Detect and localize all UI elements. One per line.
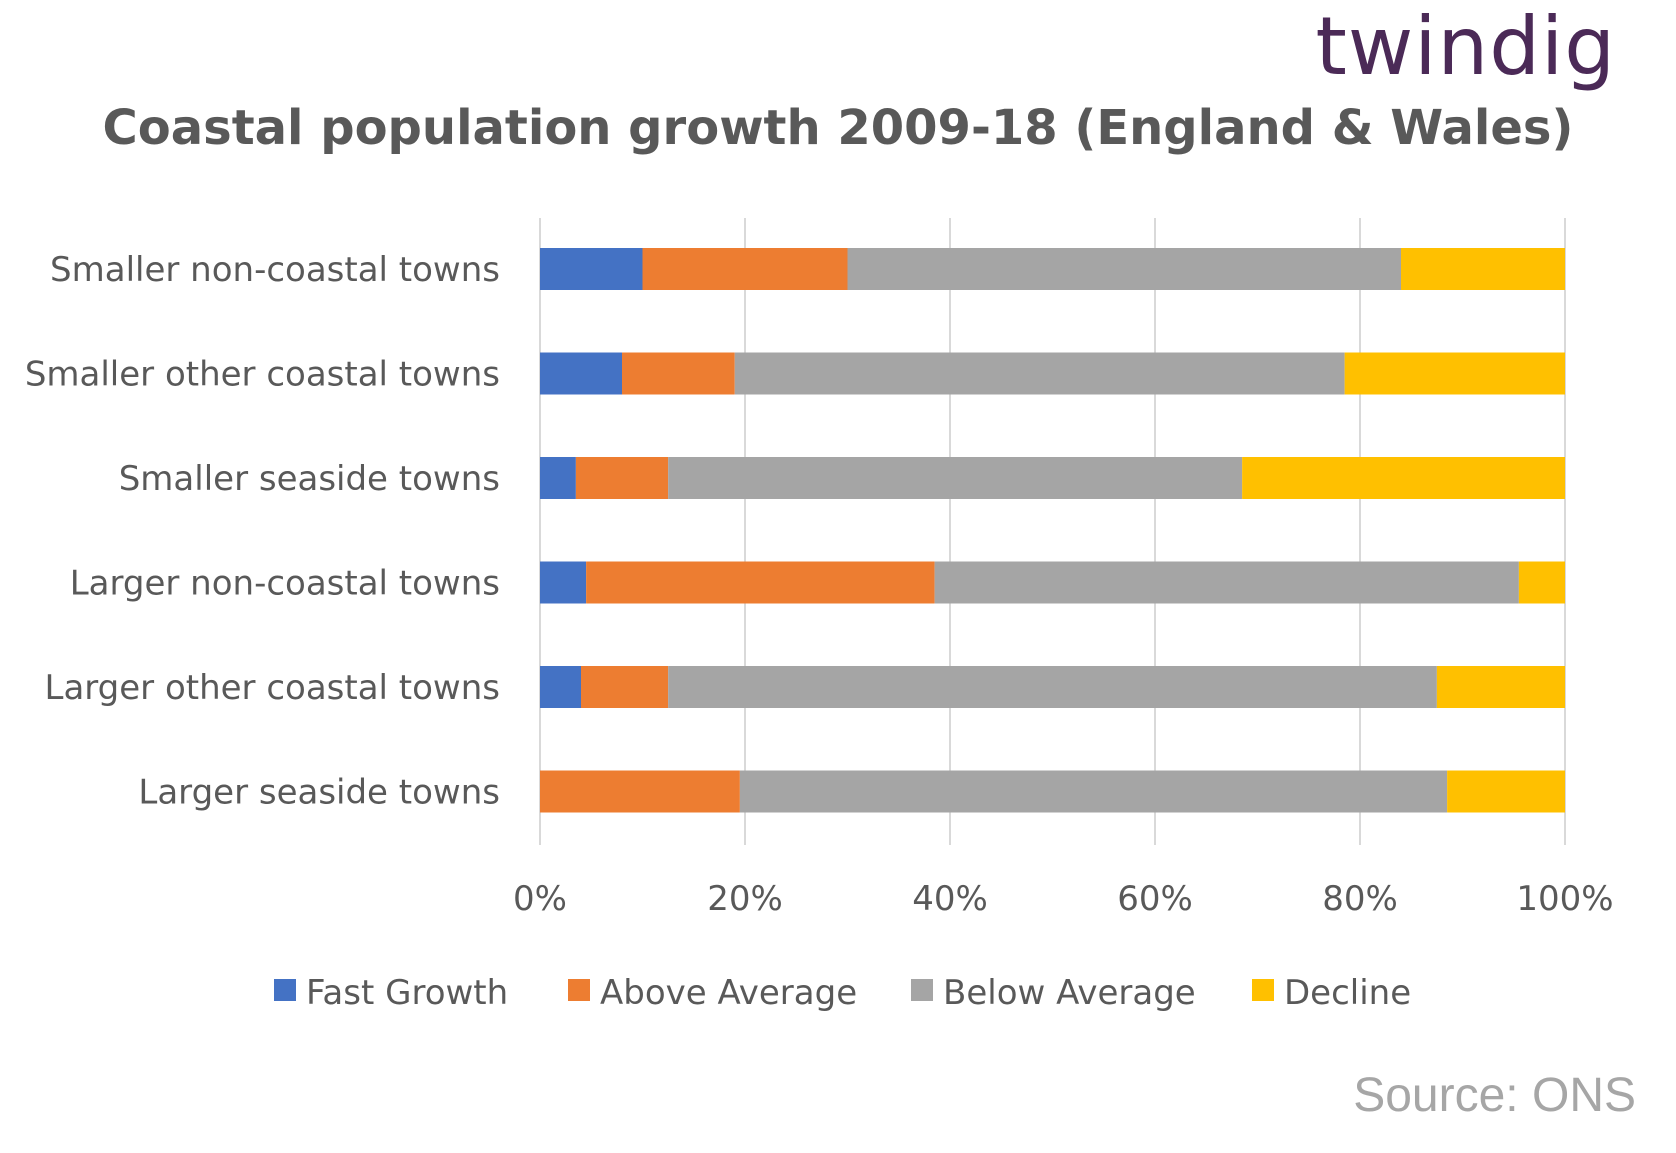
x-tick-label: 100% bbox=[1516, 879, 1613, 919]
chart-title: Coastal population growth 2009-18 (Engla… bbox=[102, 100, 1574, 156]
bar-segment-below-average bbox=[668, 666, 1437, 708]
bar-segment-above-average bbox=[642, 248, 848, 290]
category-label: Larger non-coastal towns bbox=[70, 564, 500, 604]
bar-segment-fast-growth bbox=[540, 457, 576, 499]
category-label: Smaller seaside towns bbox=[119, 459, 500, 499]
bar-segment-below-average bbox=[668, 457, 1243, 499]
bar-segment-below-average bbox=[734, 352, 1345, 395]
bar-segment-decline bbox=[1344, 352, 1565, 395]
x-tick-labels: 0% 20% 40% 60% 80% 100% bbox=[513, 879, 1614, 919]
bar-segment-fast-growth bbox=[540, 561, 587, 604]
legend-item: Below Average bbox=[911, 973, 1196, 1013]
gridlines bbox=[539, 218, 1566, 845]
bar-segment-decline bbox=[1401, 248, 1565, 290]
logo-text: twindig bbox=[1315, 0, 1616, 93]
legend-item: Decline bbox=[1252, 973, 1411, 1013]
legend: Fast Growth Above Average Below Average Dec… bbox=[274, 973, 1411, 1013]
bar-segment-below-average bbox=[847, 248, 1401, 290]
legend-swatch bbox=[274, 979, 296, 1001]
bar-segment-above-average bbox=[575, 457, 669, 499]
bar-segment-below-average bbox=[739, 770, 1448, 813]
category-label: Smaller other coastal towns bbox=[25, 355, 500, 395]
bar-segment-decline bbox=[1518, 561, 1565, 604]
bar-segment-below-average bbox=[934, 561, 1519, 604]
bar-segment-above-average bbox=[540, 770, 740, 813]
bar-segment-fast-growth bbox=[540, 666, 581, 708]
category-label: Larger seaside towns bbox=[138, 773, 500, 813]
x-tick-label: 80% bbox=[1322, 879, 1398, 919]
twindig-logo: twindig bbox=[1315, 0, 1616, 93]
category-label: Larger other coastal towns bbox=[45, 668, 501, 708]
bar-segment-above-average bbox=[586, 561, 935, 604]
legend-item: Fast Growth bbox=[274, 973, 508, 1013]
legend-item: Above Average bbox=[568, 973, 857, 1013]
legend-label: Above Average bbox=[600, 973, 857, 1013]
bar-segment-decline bbox=[1242, 457, 1565, 499]
category-labels: Smaller non-coastal towns Smaller other c… bbox=[25, 250, 500, 813]
bar-segment-above-average bbox=[622, 352, 735, 395]
legend-swatch bbox=[568, 979, 590, 1001]
x-tick-label: 20% bbox=[707, 879, 783, 919]
bar-segment-above-average bbox=[581, 666, 669, 708]
legend-label: Fast Growth bbox=[306, 973, 508, 1013]
bars bbox=[540, 248, 1565, 813]
x-tick-label: 40% bbox=[912, 879, 988, 919]
legend-label: Below Average bbox=[943, 973, 1196, 1013]
x-tick-label: 0% bbox=[513, 879, 567, 919]
bar-segment-fast-growth bbox=[540, 352, 622, 395]
legend-swatch bbox=[911, 979, 933, 1001]
x-tick-label: 60% bbox=[1117, 879, 1193, 919]
legend-swatch bbox=[1252, 979, 1274, 1001]
bar-segment-decline bbox=[1447, 770, 1565, 813]
category-label: Smaller non-coastal towns bbox=[50, 250, 500, 290]
bar-segment-fast-growth bbox=[540, 248, 643, 290]
bar-segment-decline bbox=[1436, 666, 1565, 708]
legend-label: Decline bbox=[1284, 973, 1411, 1013]
source-note: Source: ONS bbox=[1353, 1069, 1636, 1122]
